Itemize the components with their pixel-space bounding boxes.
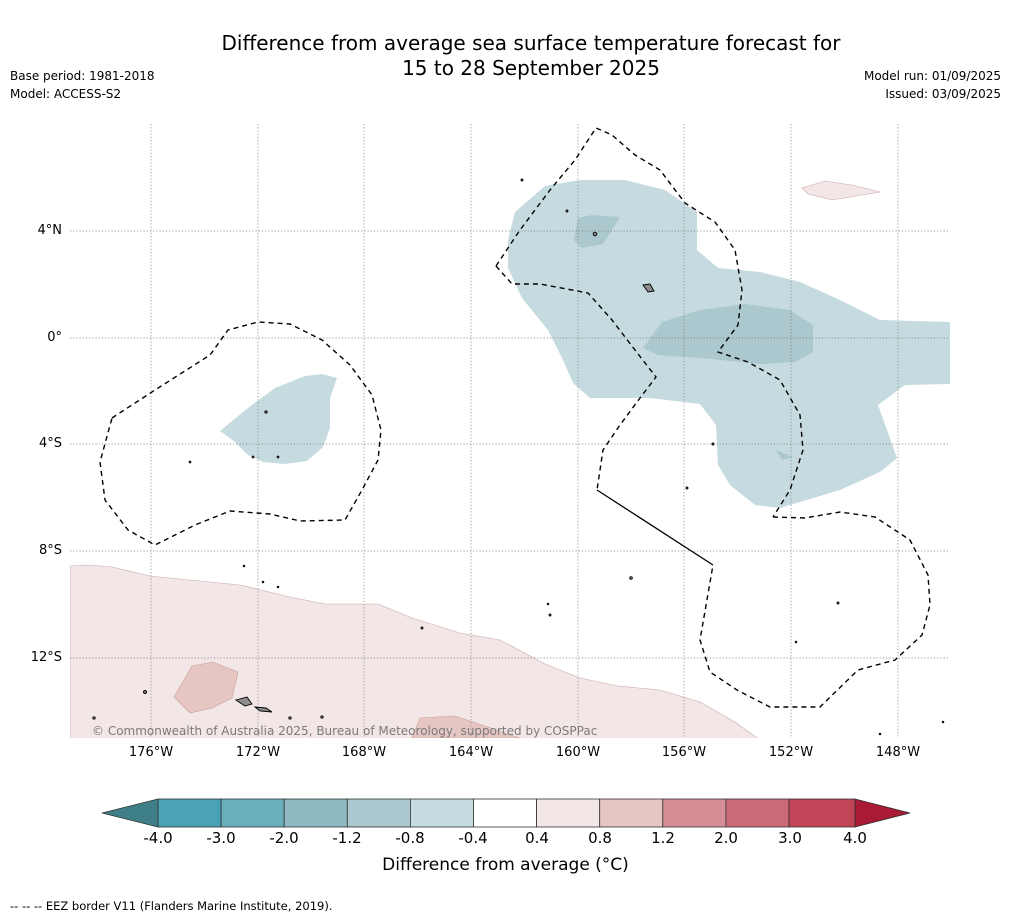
colorbar-tick: 0.4: [525, 829, 549, 847]
map-title: Difference from average sea surface temp…: [0, 31, 1011, 81]
lat-label: 4°S: [38, 436, 62, 451]
lon-label: 176°W: [128, 745, 174, 760]
eez-border-central-2: [495, 265, 657, 491]
colorbar-tick: -0.4: [458, 829, 488, 847]
lat-label: 0°: [47, 330, 62, 345]
island-kiritimati: [642, 283, 655, 293]
lon-label: 172°W: [235, 745, 281, 760]
colorbar-extend-low: [101, 798, 159, 828]
warm-anomaly-strong-2: [411, 715, 521, 738]
colorbar-tick: 4.0: [843, 829, 867, 847]
lon-label: 148°W: [875, 745, 921, 760]
colorbar-tick: 3.0: [778, 829, 802, 847]
line-islands-boundary: [596, 489, 714, 566]
colorbar-bin: [283, 798, 348, 828]
colorbar-tick: -1.2: [332, 829, 362, 847]
eez-legend-note: -- -- -- EEZ border V11 (Flanders Marine…: [10, 899, 333, 913]
colorbar-tick: 2.0: [714, 829, 738, 847]
lat-label: 8°S: [38, 543, 62, 558]
colorbar-bin: [409, 798, 474, 828]
cool-anomaly-west: [220, 374, 337, 464]
colorbar-label: Difference from average (°C): [382, 855, 629, 875]
map-area: [70, 124, 950, 738]
colorbar-tick: -4.0: [143, 829, 173, 847]
lat-label: 4°N: [37, 223, 63, 238]
lat-label: 12°S: [30, 650, 62, 665]
base-period: Base period: 1981-2018: [10, 69, 155, 83]
colorbar-bin: [599, 798, 664, 828]
lon-label: 152°W: [768, 745, 814, 760]
colorbar-bin: [725, 798, 790, 828]
colorbar-tick: -0.8: [395, 829, 425, 847]
warm-anomaly-small: [801, 180, 881, 201]
colorbar-bin: [346, 798, 411, 828]
cool-anomaly-core: [643, 304, 813, 364]
colorbar-bin: [220, 798, 285, 828]
colorbar-tick: -3.0: [206, 829, 236, 847]
meta-left: Base period: 1981-2018 Model: ACCESS-S2: [10, 67, 155, 103]
model-name: Model: ACCESS-S2: [10, 87, 122, 101]
model-run: Model run: 01/09/2025: [863, 69, 1001, 83]
title-line-1: Difference from average sea surface temp…: [221, 31, 841, 55]
meta-right: Model run: 01/09/2025 Issued: 03/09/2025: [864, 67, 1001, 103]
islands: [92, 178, 945, 736]
colorbar-tick: -2.0: [269, 829, 299, 847]
island-samoa-2: [253, 706, 273, 713]
graticule: [70, 124, 950, 738]
island-samoa-1: [234, 696, 253, 707]
warm-anomaly-region: [70, 564, 758, 738]
cool-anomaly-core-2: [574, 215, 620, 248]
colorbar-bin: [157, 798, 222, 828]
warm-anomaly-strong: [173, 661, 239, 714]
colorbar-tick: 1.2: [651, 829, 675, 847]
colorbar-bin: [662, 798, 727, 828]
cool-anomaly-core-3: [776, 450, 793, 460]
issued-date: Issued: 03/09/2025: [885, 87, 1001, 101]
colorbar-bin: [788, 798, 856, 828]
title-line-2: 15 to 28 September 2025: [402, 56, 660, 80]
colorbar: [101, 798, 911, 828]
lon-label: 156°W: [661, 745, 707, 760]
copyright-note: © Commonwealth of Australia 2025, Bureau…: [92, 724, 598, 738]
lon-label: 164°W: [448, 745, 494, 760]
colorbar-bin: [473, 798, 537, 828]
eez-border-central: [495, 127, 804, 518]
colorbar-extend-high: [854, 798, 911, 828]
eez-borders: [99, 127, 931, 708]
lon-label: 168°W: [341, 745, 387, 760]
lon-label: 160°W: [555, 745, 601, 760]
colorbar-tick: 0.8: [588, 829, 612, 847]
eez-border-south: [699, 511, 931, 708]
colorbar-bin: [536, 798, 601, 828]
eez-border-west: [99, 321, 382, 546]
